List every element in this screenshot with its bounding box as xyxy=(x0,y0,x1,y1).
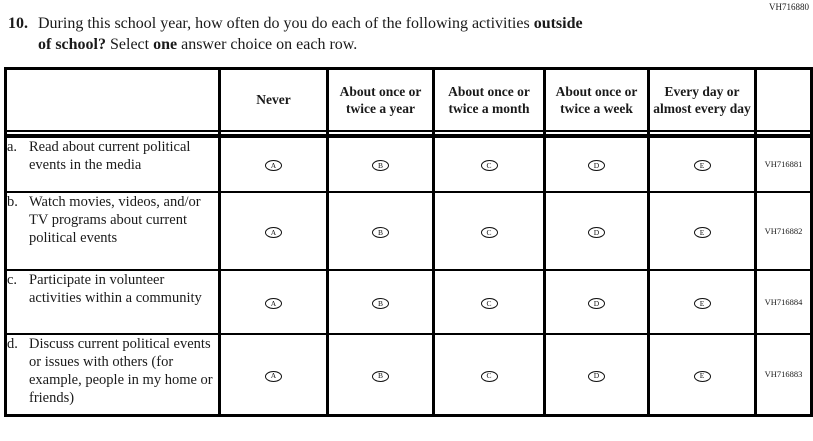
answer-oval-c[interactable]: C xyxy=(480,370,498,382)
row-a-label: Read about current political events in t… xyxy=(29,138,191,173)
double-rule-cell xyxy=(326,129,435,138)
question-number: 10. xyxy=(8,15,28,32)
double-rule-cell xyxy=(432,129,546,138)
row-c-cell-everyday: E xyxy=(647,268,757,335)
question-text-bold-one: one xyxy=(153,36,178,53)
question-line-1: During this school year, how often do yo… xyxy=(38,13,583,34)
row-b-cell-year: B xyxy=(326,190,435,271)
answer-oval-d[interactable]: D xyxy=(588,297,605,309)
double-rule-cell xyxy=(754,129,813,138)
question-text-normal: During this school year, how often do yo… xyxy=(38,15,530,32)
row-d-cell-never: A xyxy=(218,332,329,417)
question-text-bold-outside: outside xyxy=(533,15,583,32)
answer-oval-b[interactable]: B xyxy=(372,297,389,309)
row-b-cell-everyday: E xyxy=(647,190,757,271)
answer-grid: Never About once or twice a year About o… xyxy=(4,67,813,417)
answer-oval-c[interactable]: C xyxy=(480,297,498,309)
answer-oval-d[interactable]: D xyxy=(588,370,605,382)
header-row: Never About once or twice a year About o… xyxy=(4,68,813,132)
row-d-label-cell: d. Discuss current political events or i… xyxy=(4,332,221,417)
row-b-label: Watch movies, videos, and/or TV programs… xyxy=(29,193,201,246)
answer-oval-b[interactable]: B xyxy=(372,160,389,172)
table-row-c: c. Participate in volunteer activities w… xyxy=(4,268,813,335)
answer-oval-c[interactable]: C xyxy=(480,160,498,172)
header-every-day: Every day or almost every day xyxy=(647,68,757,132)
row-b-cell-never: A xyxy=(218,190,329,271)
header-never: Never xyxy=(218,68,329,132)
answer-oval-a[interactable]: A xyxy=(265,370,282,382)
table-row-a: a. Read about current political events i… xyxy=(4,134,813,193)
answer-oval-b[interactable]: B xyxy=(372,226,389,238)
row-c-code: VH716884 xyxy=(754,268,813,335)
question-line-2: of school? Select one answer choice on e… xyxy=(38,34,583,55)
row-c-cell-year: B xyxy=(326,268,435,335)
answer-oval-a[interactable]: A xyxy=(265,297,282,309)
answer-oval-c[interactable]: C xyxy=(480,226,498,238)
row-b-label-cell: b. Watch movies, videos, and/or TV progr… xyxy=(4,190,221,271)
question-text-select: Select xyxy=(110,36,150,53)
row-c-label: Participate in volunteer activities with… xyxy=(29,271,202,306)
answer-oval-e[interactable]: E xyxy=(693,370,711,382)
row-d-cell-year: B xyxy=(326,332,435,417)
row-a-cell-never: A xyxy=(218,134,329,193)
row-a-cell-year: B xyxy=(326,134,435,193)
row-c-cell-week: D xyxy=(543,268,650,335)
row-b-cell-week: D xyxy=(543,190,650,271)
row-a-cell-week: D xyxy=(543,134,650,193)
row-c-label-cell: c. Participate in volunteer activities w… xyxy=(4,268,221,335)
row-c-letter: c. xyxy=(7,271,18,288)
answer-oval-e[interactable]: E xyxy=(693,297,711,309)
row-c-cell-never: A xyxy=(218,268,329,335)
header-once-twice-week: About once or twice a week xyxy=(543,68,650,132)
answer-oval-a[interactable]: A xyxy=(265,226,282,238)
row-a-cell-month: C xyxy=(432,134,546,193)
row-a-cell-everyday: E xyxy=(647,134,757,193)
question-text-tail: answer choice on each row. xyxy=(181,36,358,53)
double-rule xyxy=(4,129,813,138)
double-rule-cell xyxy=(647,129,757,138)
header-blank-code xyxy=(754,68,813,132)
row-b-letter: b. xyxy=(7,193,18,210)
row-d-cell-week: D xyxy=(543,332,650,417)
double-rule-cell xyxy=(543,129,650,138)
question-text-bold-of-school: of school? xyxy=(38,36,106,53)
answer-oval-e[interactable]: E xyxy=(693,160,711,172)
row-d-code: VH716883 xyxy=(754,332,813,417)
row-d-label: Discuss current political events or issu… xyxy=(29,335,213,406)
double-rule-cell xyxy=(218,129,329,138)
header-once-twice-month: About once or twice a month xyxy=(432,68,546,132)
row-a-label-cell: a. Read about current political events i… xyxy=(4,134,221,193)
row-d-letter: d. xyxy=(7,335,18,352)
row-a-letter: a. xyxy=(7,138,18,155)
answer-oval-a[interactable]: A xyxy=(265,160,282,172)
answer-oval-d[interactable]: D xyxy=(588,226,605,238)
row-c-cell-month: C xyxy=(432,268,546,335)
answer-oval-b[interactable]: B xyxy=(372,370,389,382)
header-once-twice-year: About once or twice a year xyxy=(326,68,435,132)
header-blank-stub xyxy=(4,68,221,132)
double-rule-cell xyxy=(4,129,221,138)
question-accession-code: VH716880 xyxy=(769,2,809,12)
row-b-cell-month: C xyxy=(432,190,546,271)
table-row-d: d. Discuss current political events or i… xyxy=(4,332,813,417)
row-d-cell-month: C xyxy=(432,332,546,417)
row-d-cell-everyday: E xyxy=(647,332,757,417)
row-b-code: VH716882 xyxy=(754,190,813,271)
table-row-b: b. Watch movies, videos, and/or TV progr… xyxy=(4,190,813,271)
question-block: 10. During this school year, how often d… xyxy=(8,13,748,55)
answer-oval-e[interactable]: E xyxy=(693,226,711,238)
answer-oval-d[interactable]: D xyxy=(588,160,605,172)
row-a-code: VH716881 xyxy=(754,134,813,193)
question-text: During this school year, how often do yo… xyxy=(38,13,583,55)
